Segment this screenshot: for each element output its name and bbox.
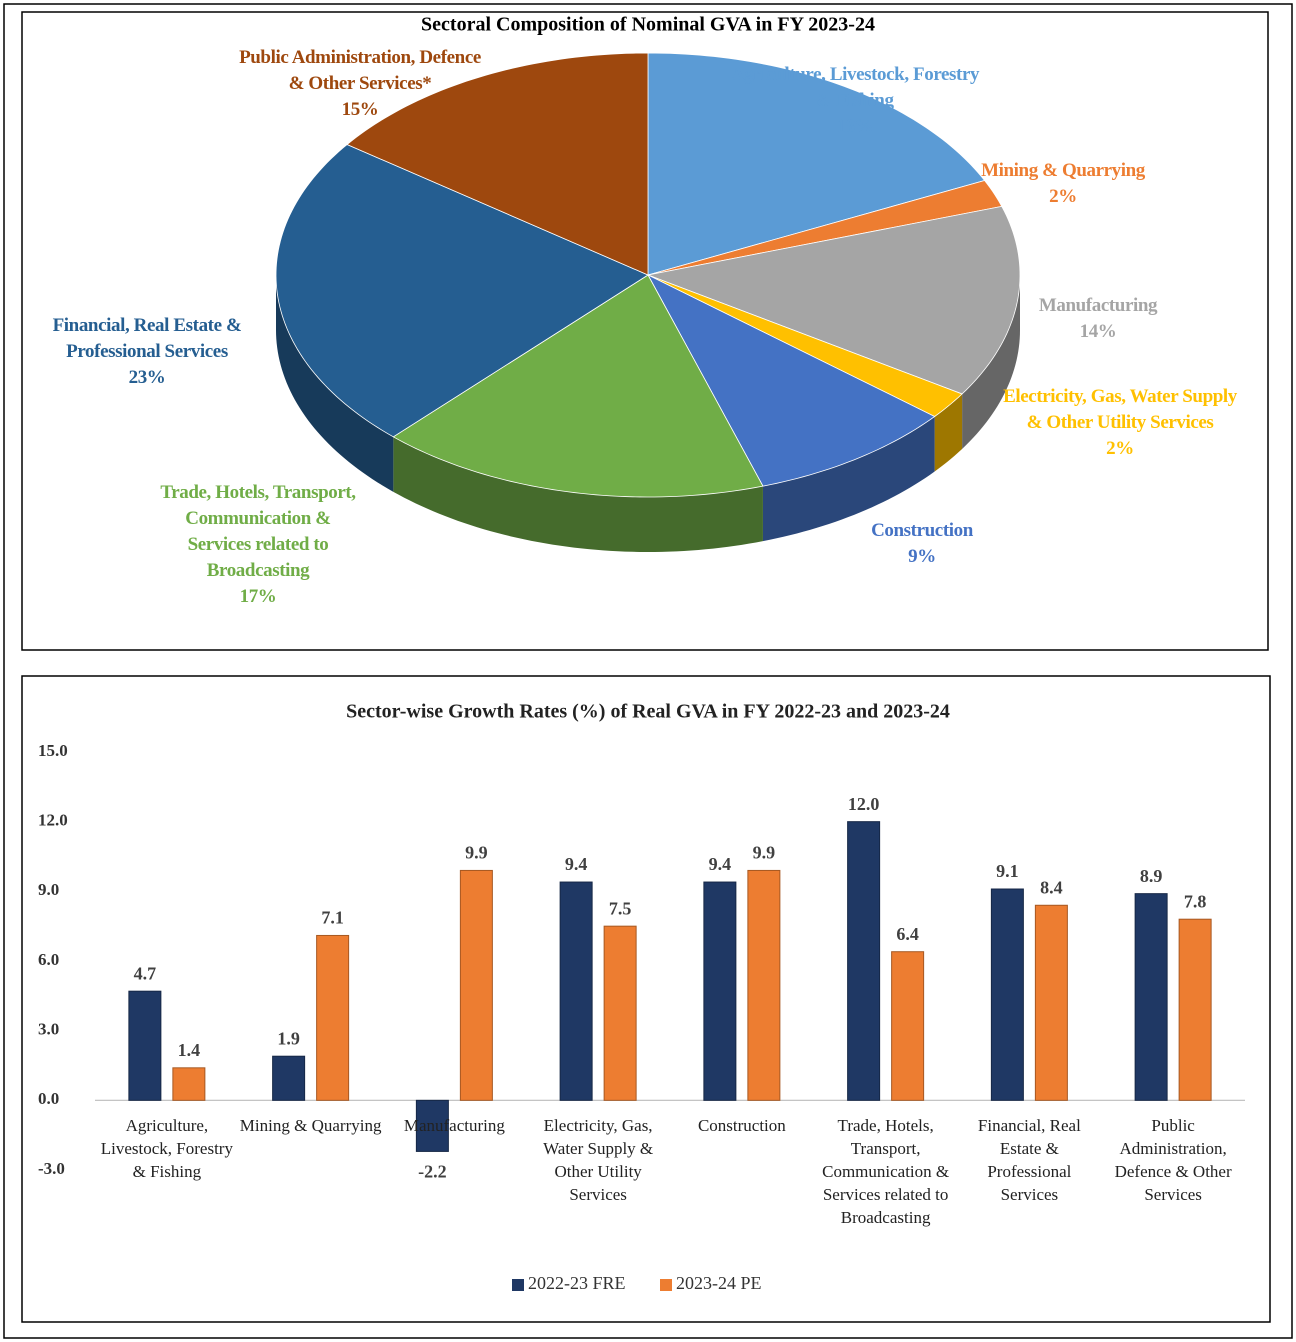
pie-frame [21, 11, 1269, 651]
y-tick-label: 6.0 [38, 950, 59, 969]
pie-slice [647, 274, 963, 417]
x-tick-label: Agriculture, Livestock, Forestry & Fishi… [100, 1116, 233, 1181]
x-tick-label: Construction [697, 1116, 786, 1135]
x-tick-label: Public Administration, Defence & Other S… [1114, 1116, 1232, 1204]
data-label: 12.0 [848, 794, 880, 814]
slice-side [393, 436, 763, 552]
pie-slice [647, 180, 1003, 276]
data-label: 6.4 [896, 924, 919, 944]
y-tick-label: 9.0 [38, 880, 59, 899]
data-label: 1.9 [277, 1028, 300, 1048]
data-label: 9.1 [996, 861, 1019, 881]
slice-label: Public Administration, Defence & Other S… [239, 47, 481, 94]
slice-label: Agriculture, Livestock, Forestry & Fishi… [730, 64, 980, 111]
legend-swatch [660, 1279, 672, 1291]
slice-value-label: 2% [1106, 438, 1134, 459]
slice-label: Construction [871, 520, 973, 541]
slice-label: Trade, Hotels, Transport, Communication … [160, 482, 356, 581]
chart-title: Sectoral Composition of Nominal GVA in F… [421, 14, 875, 36]
data-label: 4.7 [134, 963, 157, 983]
x-tick-label: Manufacturing [403, 1116, 505, 1135]
data-label: 7.1 [321, 908, 344, 928]
slice-side [934, 393, 963, 472]
y-tick-label: 15.0 [38, 741, 68, 760]
data-label: -2.2 [418, 1162, 447, 1182]
data-label: 8.9 [1140, 866, 1163, 886]
data-label: 1.4 [178, 1040, 201, 1060]
legend-label: 2022-23 FRE [528, 1273, 626, 1293]
x-tick-label: Financial, Real Estate & Professional Se… [977, 1116, 1081, 1204]
bar [415, 1099, 449, 1152]
slice-side [962, 275, 1020, 449]
y-tick-label: -3.0 [38, 1159, 65, 1178]
x-tick-label: Electricity, Gas, Water Supply & Other U… [543, 1116, 654, 1204]
slice-value-label: 17% [239, 586, 277, 607]
bar [459, 869, 493, 1101]
pie-slice [646, 205, 1021, 395]
y-tick-label: 3.0 [38, 1020, 59, 1039]
pie-slice [346, 52, 649, 276]
pie-slice [392, 274, 764, 498]
bar [1178, 918, 1212, 1101]
page-border [3, 3, 1293, 1339]
data-label: 9.4 [709, 854, 732, 874]
bar [990, 888, 1024, 1101]
slice-label: Electricity, Gas, Water Supply & Other U… [1003, 386, 1237, 433]
bar [603, 925, 637, 1101]
bar [703, 881, 737, 1101]
bar [172, 1067, 206, 1101]
bar [1034, 904, 1068, 1101]
bar [272, 1055, 306, 1101]
data-label: 9.9 [465, 843, 488, 863]
bar [316, 934, 350, 1101]
bar-frame [21, 675, 1271, 1323]
chart-title: Sector-wise Growth Rates (%) of Real GVA… [346, 701, 950, 723]
bar [847, 821, 881, 1101]
legend-swatch [512, 1279, 524, 1291]
bar [1134, 893, 1168, 1101]
slice-value-label: 9% [908, 546, 936, 567]
y-tick-label: 12.0 [38, 811, 68, 830]
slice-value-label: 2% [1049, 186, 1077, 207]
x-tick-label: Trade, Hotels, Transport, Communication … [822, 1116, 950, 1227]
slice-label: Mining & Quarrying [981, 160, 1145, 181]
slice-value-label: 23% [128, 367, 166, 388]
slice-side [762, 416, 935, 542]
slice-side [276, 275, 394, 492]
pie-slice [647, 52, 986, 276]
slice-value-label: 18% [836, 116, 874, 137]
legend-label: 2023-24 PE [676, 1273, 762, 1293]
slice-value-label: 15% [341, 99, 379, 120]
y-tick-label: 0.0 [38, 1089, 59, 1108]
pie-slice [647, 274, 936, 487]
data-label: 9.4 [565, 854, 588, 874]
data-label: 7.5 [609, 898, 632, 918]
data-label: 9.9 [753, 843, 776, 863]
slice-label: Manufacturing [1038, 295, 1158, 316]
slice-value-label: 14% [1079, 321, 1117, 342]
bar [128, 990, 162, 1101]
data-label: 8.4 [1040, 877, 1063, 897]
pie-slice [275, 144, 649, 438]
slice-label: Financial, Real Estate & Professional Se… [52, 315, 242, 362]
bar [747, 869, 781, 1101]
bar [891, 951, 925, 1101]
bar [559, 881, 593, 1101]
data-label: 7.8 [1184, 891, 1207, 911]
x-tick-label: Mining & Quarrying [239, 1116, 382, 1135]
